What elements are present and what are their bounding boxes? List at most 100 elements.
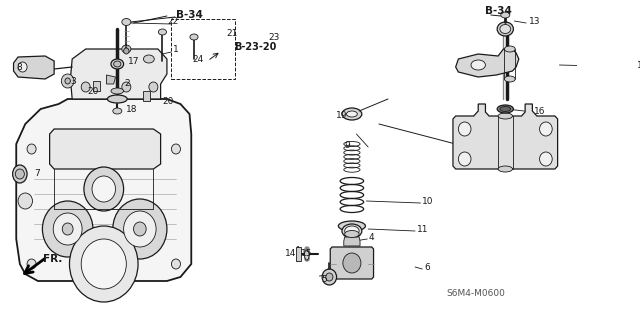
Text: 23: 23 xyxy=(268,33,279,41)
Text: 12: 12 xyxy=(637,61,640,70)
Circle shape xyxy=(27,144,36,154)
Text: 20: 20 xyxy=(163,97,174,106)
Text: 9: 9 xyxy=(345,140,351,150)
Text: 21: 21 xyxy=(227,29,238,39)
Circle shape xyxy=(92,176,115,202)
Polygon shape xyxy=(16,99,191,281)
Text: 10: 10 xyxy=(422,197,434,205)
Ellipse shape xyxy=(342,224,362,238)
Circle shape xyxy=(53,213,82,245)
Ellipse shape xyxy=(497,105,513,113)
Ellipse shape xyxy=(471,60,485,70)
Circle shape xyxy=(458,152,471,166)
Circle shape xyxy=(15,169,24,179)
Ellipse shape xyxy=(111,88,124,94)
Polygon shape xyxy=(50,129,161,169)
Text: 17: 17 xyxy=(128,57,140,66)
Ellipse shape xyxy=(500,107,511,112)
Text: 24: 24 xyxy=(192,55,204,63)
Circle shape xyxy=(65,78,70,84)
Ellipse shape xyxy=(13,165,27,183)
Ellipse shape xyxy=(143,55,154,63)
Circle shape xyxy=(134,222,146,236)
Circle shape xyxy=(18,62,27,72)
Ellipse shape xyxy=(305,250,309,260)
Ellipse shape xyxy=(113,108,122,114)
Polygon shape xyxy=(106,75,115,84)
Text: 4: 4 xyxy=(368,233,374,241)
Ellipse shape xyxy=(339,221,365,231)
Text: 20: 20 xyxy=(88,86,99,95)
Circle shape xyxy=(326,273,333,281)
Circle shape xyxy=(81,239,126,289)
Text: S6M4-M0600: S6M4-M0600 xyxy=(447,290,506,299)
Text: B-23-20: B-23-20 xyxy=(235,42,277,52)
Ellipse shape xyxy=(346,111,357,117)
Text: B-34: B-34 xyxy=(485,6,512,16)
Text: 8: 8 xyxy=(16,63,22,71)
Text: 15: 15 xyxy=(301,249,313,257)
Text: 11: 11 xyxy=(417,225,428,234)
Circle shape xyxy=(149,82,158,92)
Text: 7: 7 xyxy=(35,169,40,179)
Circle shape xyxy=(42,201,93,257)
Circle shape xyxy=(124,211,156,247)
Ellipse shape xyxy=(122,19,131,26)
Text: 6: 6 xyxy=(424,263,430,271)
Circle shape xyxy=(122,82,131,92)
Bar xyxy=(93,81,100,91)
Circle shape xyxy=(458,122,471,136)
Circle shape xyxy=(84,167,124,211)
Circle shape xyxy=(113,199,167,259)
Text: 13: 13 xyxy=(529,17,540,26)
Ellipse shape xyxy=(500,12,510,18)
Circle shape xyxy=(172,259,180,269)
Text: 14: 14 xyxy=(285,249,296,257)
Circle shape xyxy=(124,48,129,54)
Text: 1: 1 xyxy=(173,46,179,55)
Ellipse shape xyxy=(111,59,124,69)
Circle shape xyxy=(18,193,33,209)
Bar xyxy=(296,247,301,261)
Polygon shape xyxy=(13,56,54,79)
Circle shape xyxy=(27,259,36,269)
Text: 19: 19 xyxy=(335,110,347,120)
Ellipse shape xyxy=(108,95,127,103)
Polygon shape xyxy=(453,104,557,169)
Text: 22: 22 xyxy=(167,18,178,26)
Circle shape xyxy=(81,82,90,92)
Circle shape xyxy=(343,253,361,273)
Circle shape xyxy=(540,152,552,166)
Text: 16: 16 xyxy=(534,107,546,115)
Polygon shape xyxy=(330,247,374,279)
Circle shape xyxy=(540,122,552,136)
Circle shape xyxy=(172,144,180,154)
Ellipse shape xyxy=(342,108,362,120)
Bar xyxy=(143,91,150,101)
Ellipse shape xyxy=(504,76,515,82)
Ellipse shape xyxy=(190,34,198,40)
Ellipse shape xyxy=(504,46,515,52)
Text: 2: 2 xyxy=(125,78,130,87)
Text: B-34: B-34 xyxy=(176,10,203,20)
Ellipse shape xyxy=(497,22,513,36)
Circle shape xyxy=(70,226,138,302)
Circle shape xyxy=(62,223,73,235)
Ellipse shape xyxy=(345,231,359,238)
Polygon shape xyxy=(344,237,360,246)
Ellipse shape xyxy=(500,25,511,33)
Ellipse shape xyxy=(122,45,131,53)
Text: FR.: FR. xyxy=(44,254,63,264)
Text: 5: 5 xyxy=(321,275,327,284)
Ellipse shape xyxy=(498,166,513,172)
Circle shape xyxy=(61,74,74,88)
Text: 18: 18 xyxy=(126,105,138,114)
Ellipse shape xyxy=(158,29,166,35)
Ellipse shape xyxy=(114,61,121,67)
Polygon shape xyxy=(456,49,519,77)
Ellipse shape xyxy=(345,226,359,236)
Polygon shape xyxy=(70,49,167,99)
Text: 3: 3 xyxy=(70,77,76,85)
Circle shape xyxy=(322,269,337,285)
Bar xyxy=(172,19,235,79)
